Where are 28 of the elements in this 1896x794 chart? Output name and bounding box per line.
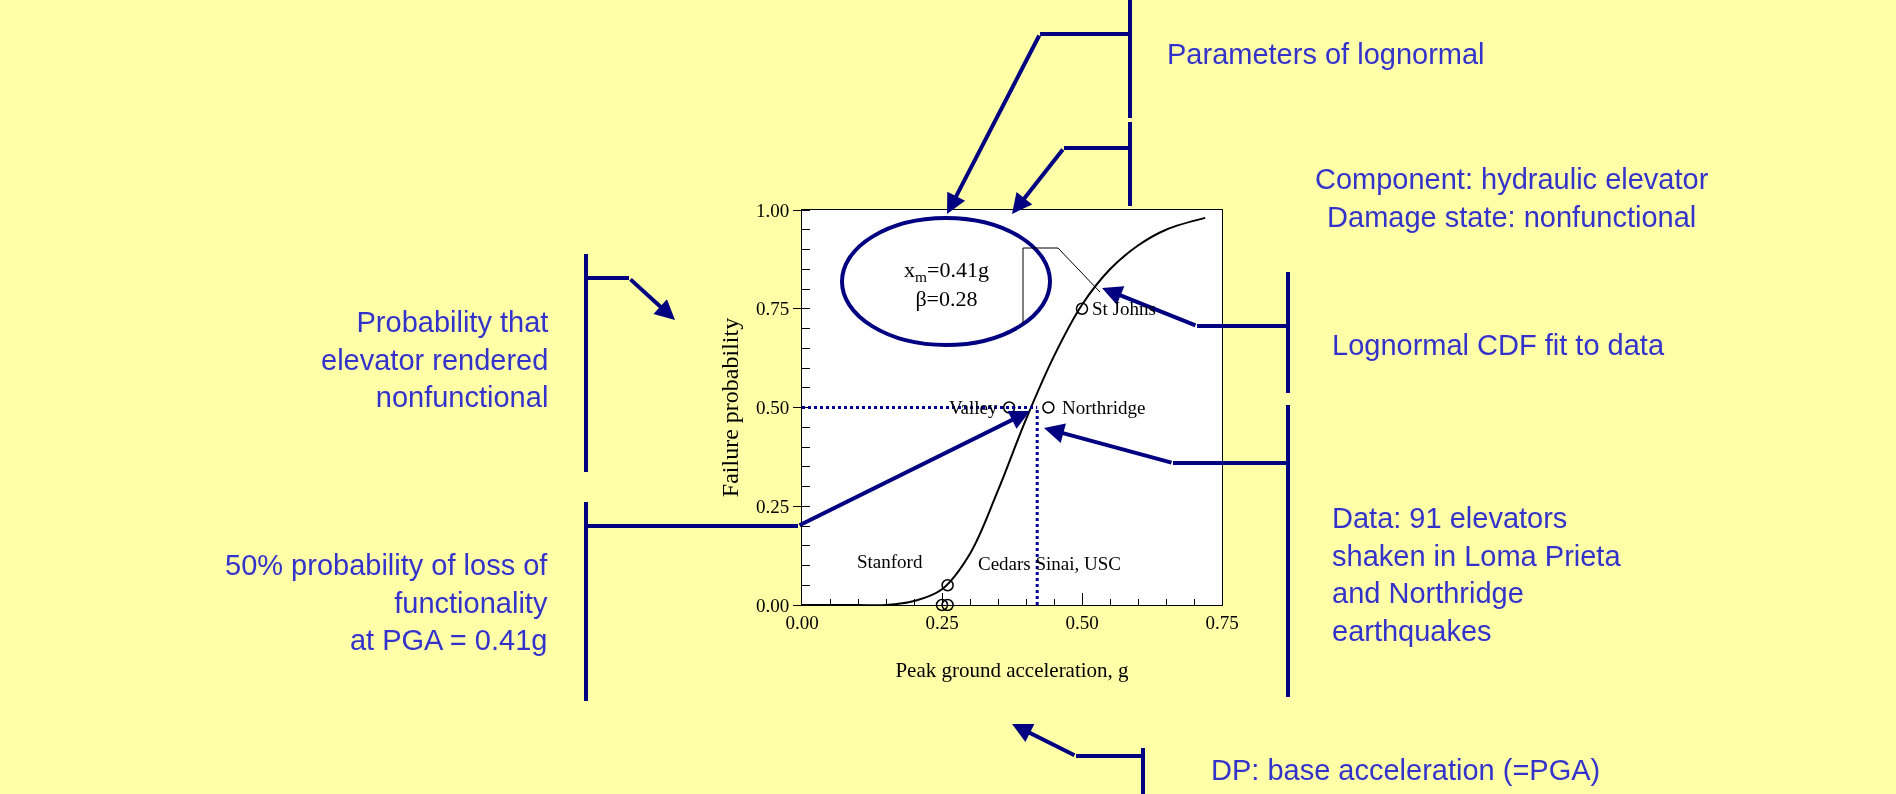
- text: Data: 91 elevators shaken in Loma Prieta and Northridge earthquakes: [1332, 502, 1622, 648]
- point: [935, 598, 949, 612]
- y-tick-label: 0.25: [755, 495, 790, 517]
- annotation: x$_{m}$=0.41g β=0.28: [904, 257, 989, 311]
- text: Lognormal CDF fit to data: [1332, 329, 1665, 361]
- point: [1002, 401, 1016, 414]
- x-tick-label: 0.75: [1205, 611, 1239, 633]
- y-tick-label: 0.75: [755, 298, 790, 320]
- text: DP: base acceleration (=PGA): [1211, 754, 1601, 786]
- annotation: Northridge: [1062, 397, 1146, 418]
- text: Probability that elevator rendered nonfunctional: [321, 306, 549, 414]
- y-axis-title: Failure probability: [717, 317, 744, 498]
- text: Parameters of lognormal: [1167, 38, 1485, 70]
- text: Component: hydraulic elevator Damage state: nonfunctional: [1315, 163, 1709, 233]
- annotation: Valley: [949, 397, 999, 418]
- y-tick-label: 1.00: [755, 199, 790, 221]
- annotation: Stanford: [857, 551, 923, 572]
- point: [941, 598, 954, 612]
- x-axis-title: Peak ground acceleration, g: [895, 658, 1130, 682]
- annotation: St Johns: [1092, 298, 1156, 319]
- point: [1075, 302, 1089, 315]
- y-tick-label: 0.50: [755, 397, 790, 419]
- point: [1042, 401, 1055, 414]
- x-tick-label: 0.25: [925, 611, 959, 633]
- x-tick-label: 0.50: [1065, 611, 1099, 633]
- text: 50% probability of loss of functionality at PGA = 0.41g: [225, 549, 549, 657]
- annotation: Cedars Sinai, USC: [978, 553, 1122, 574]
- point: [941, 579, 954, 592]
